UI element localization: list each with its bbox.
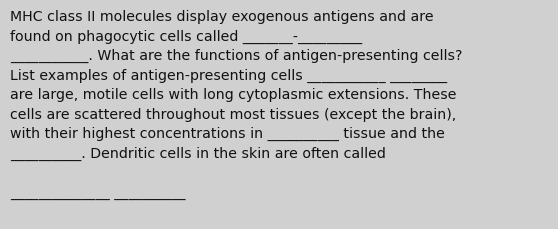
Text: with their highest concentrations in __________ tissue and the: with their highest concentrations in ___… — [10, 126, 445, 141]
Text: ___________. What are the functions of antigen-presenting cells?: ___________. What are the functions of a… — [10, 49, 463, 63]
Text: List examples of antigen-presenting cells ___________ ________: List examples of antigen-presenting cell… — [10, 68, 447, 82]
Text: __________. Dendritic cells in the skin are often called: __________. Dendritic cells in the skin … — [10, 146, 386, 160]
Text: found on phagocytic cells called _______-_________: found on phagocytic cells called _______… — [10, 29, 362, 44]
Text: MHC class II molecules display exogenous antigens and are: MHC class II molecules display exogenous… — [10, 10, 434, 24]
Text: ______________ __________: ______________ __________ — [10, 185, 185, 199]
Text: cells are scattered throughout most tissues (except the brain),: cells are scattered throughout most tiss… — [10, 107, 456, 121]
Text: are large, motile cells with long cytoplasmic extensions. These: are large, motile cells with long cytopl… — [10, 88, 456, 101]
